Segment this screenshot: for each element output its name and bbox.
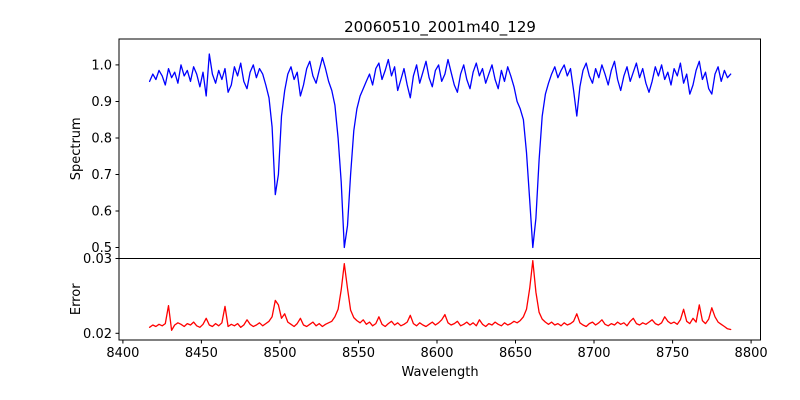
- error-line: [148, 260, 732, 331]
- error-y-tick-label: 0.03: [83, 252, 112, 267]
- x-tick-label: 8750: [656, 346, 689, 361]
- spectrum-y-tick-label: 0.5: [91, 241, 112, 256]
- x-tick-label: 8500: [263, 346, 296, 361]
- spectrum-y-tick-label: 0.9: [91, 95, 112, 110]
- x-axis-label: Wavelength: [401, 365, 478, 380]
- spectrum-y-ticks: 1.0 0.9 0.8 0.7 0.6 0.5: [91, 58, 119, 256]
- spectrum-y-tick-label: 0.8: [91, 132, 112, 147]
- error-y-axis-label: Error: [69, 283, 84, 315]
- spectrum-y-tick-label: 0.7: [91, 168, 112, 183]
- x-axis-ticks: 8400 8450 8500 8550 8600 8650 8700 8750 8800: [106, 340, 768, 361]
- spectrum-y-tick-label: 0.6: [91, 205, 112, 220]
- x-tick-label: 8550: [342, 346, 375, 361]
- x-tick-label: 8450: [185, 346, 218, 361]
- x-tick-label: 8400: [106, 346, 139, 361]
- x-tick-label: 8650: [499, 346, 532, 361]
- bottom-panel: 0.03 0.02: [83, 252, 761, 342]
- x-tick-label: 8700: [577, 346, 610, 361]
- error-y-tick-label: 0.02: [83, 327, 112, 342]
- chart-title: 20060510_2001m40_129: [344, 18, 536, 37]
- x-tick-label: 8600: [420, 346, 453, 361]
- bottom-panel-border: [118, 258, 761, 341]
- spectrum-line: [148, 53, 732, 249]
- error-y-ticks: 0.03 0.02: [83, 252, 119, 342]
- spectrum-y-tick-label: 1.0: [91, 58, 112, 73]
- spectrum-y-axis-label: Spectrum: [69, 117, 84, 180]
- x-tick-label: 8800: [735, 346, 768, 361]
